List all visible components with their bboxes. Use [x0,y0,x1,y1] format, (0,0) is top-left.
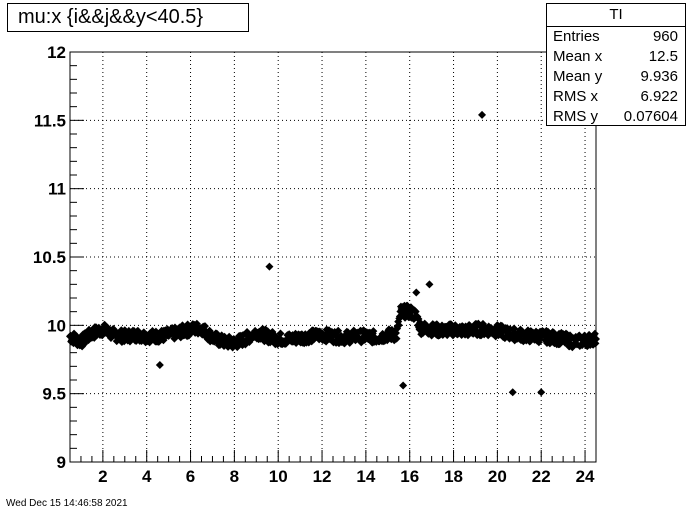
data-point [412,288,421,297]
data-point [392,334,401,343]
x-tick-label: 6 [186,467,195,486]
data-points [66,110,600,397]
data-point [155,360,164,369]
stats-row: Mean y 9.936 [547,67,685,87]
y-tick-label: 11.5 [34,111,66,130]
x-tick-label: 18 [444,467,463,486]
data-point [590,329,599,338]
x-tick-label: 12 [313,467,332,486]
stats-row: Entries 960 [547,27,685,47]
x-tick-label: 10 [269,467,288,486]
data-point [369,327,378,336]
stats-box-name: TI [547,4,685,27]
plot-frame [69,51,597,463]
x-tick-label: 8 [230,467,239,486]
y-tick-label: 9.5 [42,385,66,404]
stats-box: TI Entries 960 Mean x 12.5 Mean y 9.936 … [546,3,686,126]
x-tick-label: 20 [488,467,507,486]
data-point [276,329,285,338]
data-point [425,280,434,289]
stats-value: 960 [652,28,678,45]
chart-title: mu:x {i&&j&&y<40.5} [7,3,249,32]
y-tick-label: 11 [48,180,66,199]
stats-value: 6.922 [640,88,678,105]
stats-value: 12.5 [648,48,678,65]
stats-label: RMS y [553,108,598,125]
data-point [399,381,408,390]
stats-row: RMS x 6.922 [547,87,685,107]
y-tick-label: 10.5 [33,248,66,267]
x-tick-label: 22 [532,467,551,486]
stats-label: RMS x [553,88,598,105]
x-tick-label: 24 [576,467,595,486]
y-tick-label: 12 [47,43,66,62]
stats-label: Entries [553,28,600,45]
x-tick-label: 2 [98,467,107,486]
stats-label: Mean y [553,68,603,85]
stats-label: Mean x [553,48,603,65]
timestamp: Wed Dec 15 14:46:58 2021 [6,498,128,509]
x-tick-label: 14 [356,467,375,486]
x-tick-label: 16 [400,467,419,486]
stats-value: 0.07604 [623,108,678,125]
stats-value: 9.936 [640,68,678,85]
x-tick-label: 4 [142,467,152,486]
stats-row: RMS y 0.07604 [547,107,685,127]
data-point [265,262,274,271]
stats-row: Mean x 12.5 [547,47,685,67]
y-tick-label: 10 [47,316,66,335]
grid-lines [70,52,596,462]
y-tick-label: 9 [57,453,66,472]
data-point [394,321,403,330]
data-point [537,388,546,397]
data-point [478,110,487,119]
data-point [200,322,209,331]
data-point [508,388,517,397]
axis-ticks [69,51,597,463]
